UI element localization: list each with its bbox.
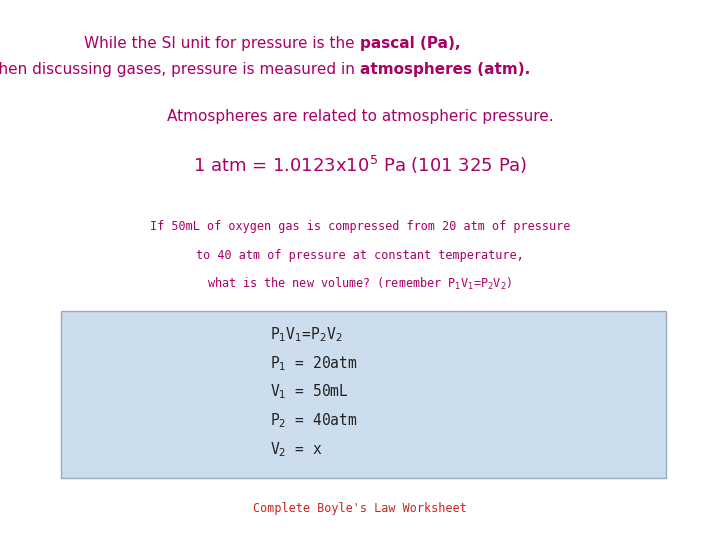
Text: atmospheres (atm).: atmospheres (atm). (360, 62, 530, 77)
Text: 1 atm = 1.0123x10$^5$ Pa (101 325 Pa): 1 atm = 1.0123x10$^5$ Pa (101 325 Pa) (193, 154, 527, 176)
Text: to 40 atm of pressure at constant temperature,: to 40 atm of pressure at constant temper… (196, 249, 524, 262)
Text: P$_2$ = 40atm: P$_2$ = 40atm (270, 411, 358, 430)
Text: when discussing gases, pressure is measured in: when discussing gases, pressure is measu… (0, 62, 360, 77)
Text: what is the new volume? (remember P$_1$V$_1$=P$_2$V$_2$): what is the new volume? (remember P$_1$V… (207, 276, 513, 292)
Text: V$_1$ = 50mL: V$_1$ = 50mL (270, 383, 348, 401)
Text: pascal (Pa),: pascal (Pa), (360, 36, 461, 51)
Text: P$_1$ = 20atm: P$_1$ = 20atm (270, 354, 358, 373)
Text: Complete Boyle's Law Worksheet: Complete Boyle's Law Worksheet (253, 502, 467, 515)
Text: V$_2$ = x: V$_2$ = x (270, 440, 323, 458)
Text: P$_1$V$_1$=P$_2$V$_2$: P$_1$V$_1$=P$_2$V$_2$ (270, 326, 343, 344)
Text: If 50mL of oxygen gas is compressed from 20 atm of pressure: If 50mL of oxygen gas is compressed from… (150, 220, 570, 233)
Text: While the SI unit for pressure is the: While the SI unit for pressure is the (84, 36, 360, 51)
Text: Atmospheres are related to atmospheric pressure.: Atmospheres are related to atmospheric p… (167, 109, 553, 124)
FancyBboxPatch shape (61, 310, 666, 478)
